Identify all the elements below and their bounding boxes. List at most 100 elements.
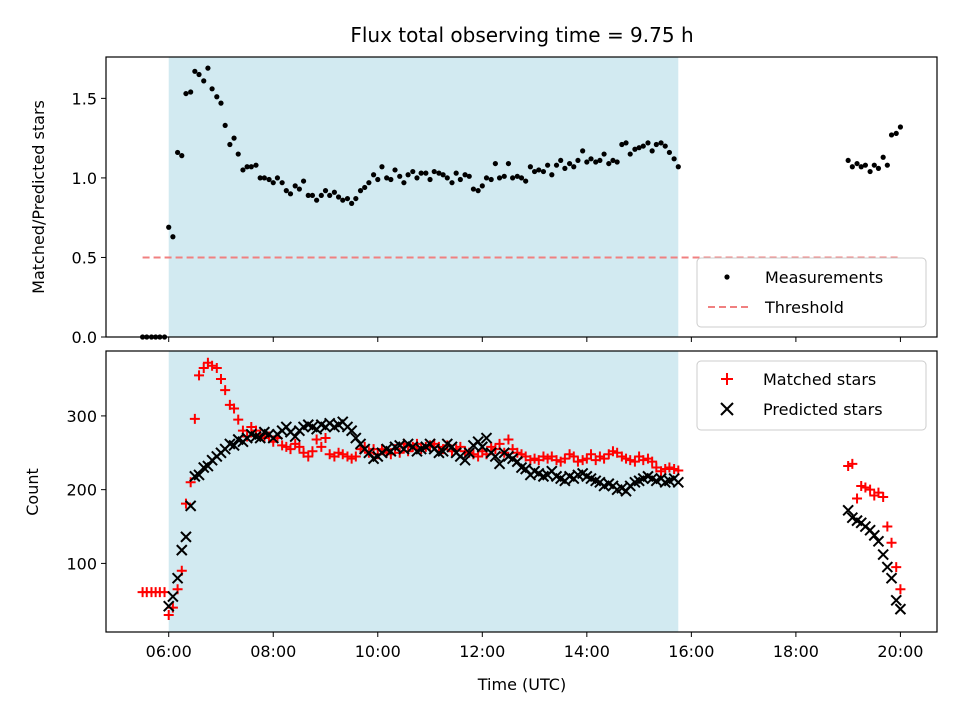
matched-stars-point — [163, 610, 174, 621]
top-panel: 0.0 0.5 1.0 1.5 Matched/Predicted stars Mea… — [29, 56, 938, 347]
measurements-point — [283, 188, 289, 194]
matched-stars-point — [865, 484, 876, 495]
measurements-point — [645, 140, 651, 146]
measurements-point — [244, 164, 250, 170]
measurements-point — [218, 100, 224, 106]
measurements-point — [418, 170, 424, 176]
measurements-point — [575, 157, 581, 164]
x-tick-label: 18:00 — [773, 642, 819, 661]
measurements-point — [188, 89, 194, 95]
measurements-legend-marker — [724, 274, 730, 280]
predicted-stars-point — [672, 476, 684, 488]
measurements-point — [266, 176, 272, 183]
measurements-point — [875, 165, 882, 171]
top-y-axis-label: Matched/Predicted stars — [29, 100, 48, 294]
measurements-point — [240, 167, 246, 173]
matched-stars-point — [647, 456, 658, 467]
measurements-point — [444, 175, 450, 181]
measurements-point — [327, 192, 333, 199]
measurements-point — [862, 162, 868, 168]
measurements-point — [388, 176, 394, 183]
matched-stars-point — [847, 458, 858, 469]
matched-stars-point — [311, 434, 322, 445]
measurements-point — [632, 146, 638, 152]
threshold-legend-label: Threshold — [764, 298, 844, 317]
measurements-point — [462, 172, 468, 178]
measurements-point — [401, 180, 407, 186]
measurements-point — [619, 141, 625, 148]
measurements-point — [571, 164, 577, 170]
top-observing-window — [168, 57, 679, 337]
predicted-stars-point — [289, 430, 301, 443]
matched-stars-point — [294, 441, 305, 452]
matched-stars-point — [895, 584, 906, 595]
measurements-point — [436, 170, 442, 176]
top-legend: Measurements Threshold — [696, 257, 927, 328]
measurements-point — [231, 135, 237, 141]
measurements-point — [457, 176, 463, 183]
measurements-point — [257, 175, 263, 181]
bottom-y-axis-label: Count — [23, 468, 42, 516]
measurements-point — [227, 141, 233, 148]
predicted-stars-point — [345, 424, 358, 437]
measurements-point — [540, 168, 547, 175]
measurements-point — [335, 194, 342, 200]
measurements-point — [405, 172, 411, 178]
top-y-tick-label: 0.5 — [72, 248, 97, 267]
measurements-point — [584, 159, 590, 165]
matched-stars-point — [194, 370, 205, 381]
measurements-point — [397, 173, 403, 179]
measurements-point — [640, 143, 646, 149]
matched-stars-point — [878, 492, 889, 503]
measurements-point — [300, 178, 307, 184]
measurements-point — [545, 162, 551, 168]
measurements-point — [897, 124, 904, 130]
measurements-point — [209, 86, 215, 92]
matched-stars-point — [629, 456, 640, 467]
predicted-stars-point — [868, 529, 880, 542]
predicted-stars-point — [459, 454, 471, 466]
measurements-point — [366, 180, 372, 186]
measurements-point — [349, 200, 355, 206]
matched-stars-point — [559, 453, 570, 464]
measurements-point — [296, 186, 302, 192]
measurements-point — [858, 164, 864, 170]
measurements-point — [431, 168, 437, 175]
measurements-point — [166, 224, 172, 230]
predicted-stars-point — [894, 603, 907, 615]
measurements-point — [492, 160, 498, 167]
predicted-stars-point — [437, 445, 449, 458]
measurements-legend-label: Measurements — [765, 268, 883, 287]
predicted-stars-point — [463, 447, 475, 459]
measurements-point — [649, 148, 655, 154]
measurements-point — [893, 130, 899, 136]
measurements-point — [849, 164, 855, 170]
top-plot-area: 0.0 0.5 1.0 1.5 — [72, 57, 904, 347]
measurements-point — [279, 180, 285, 186]
measurements-point — [201, 78, 207, 84]
predicted-stars-point — [890, 594, 902, 606]
measurements-point — [601, 151, 607, 157]
predicted-stars-point — [184, 500, 197, 512]
measurements-point — [440, 172, 446, 178]
bottom-panel: 06:00 08:00 10:00 12:00 14:00 16:00 18:00 20:00… — [23, 350, 938, 694]
x-tick-label: 20:00 — [877, 642, 923, 661]
measurements-point — [309, 192, 316, 199]
matched-stars-point — [455, 441, 466, 452]
matched-stars-point — [882, 521, 893, 532]
measurements-point — [558, 157, 564, 164]
x-tick-label: 16:00 — [668, 642, 714, 661]
bottom-y-tick-label: 200 — [66, 481, 97, 500]
measurements-point — [593, 159, 599, 165]
measurements-point — [483, 175, 490, 181]
bottom-legend-box — [696, 360, 927, 431]
matched-stars-point — [494, 438, 505, 449]
x-tick-label: 10:00 — [355, 642, 401, 661]
top-y-tick-label: 1.0 — [72, 169, 97, 188]
measurements-point — [466, 173, 472, 179]
measurements-point — [453, 170, 459, 176]
measurements-point — [314, 197, 320, 203]
matched-stars-point — [207, 360, 218, 371]
measurements-point — [362, 184, 368, 191]
measurements-point — [322, 188, 329, 194]
